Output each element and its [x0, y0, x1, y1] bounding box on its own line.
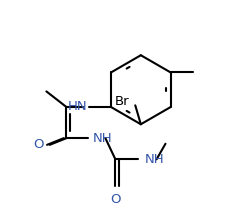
Text: Br: Br [115, 95, 129, 108]
Text: HN: HN [68, 101, 87, 114]
Text: O: O [34, 138, 44, 151]
Text: NH: NH [144, 153, 163, 166]
Text: O: O [110, 193, 120, 206]
Text: NH: NH [93, 132, 112, 145]
